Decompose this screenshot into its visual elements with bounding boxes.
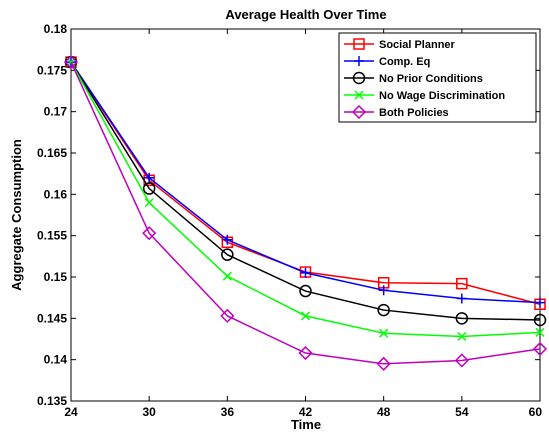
legend-marker [353, 38, 365, 50]
data-point [535, 297, 545, 308]
legend-label: No Prior Conditions [379, 73, 483, 85]
legend-marker [352, 71, 366, 85]
series-layer [63, 55, 548, 371]
y-tick-label: 0.165 [37, 146, 67, 160]
legend-item: Social Planner [344, 38, 456, 51]
legend-label: Social Planner [379, 39, 456, 51]
legend: Social Planner Comp. Eq No Prior Condition… [338, 32, 537, 123]
data-point [300, 267, 311, 278]
x-tick-label: 54 [455, 405, 469, 419]
y-tick-label: 0.155 [37, 229, 67, 243]
y-tick-label: 0.135 [37, 394, 67, 408]
y-tick-label: 0.15 [44, 270, 68, 284]
data-point [535, 327, 545, 337]
legend-label: Both Policies [379, 107, 449, 119]
data-point [220, 308, 235, 323]
legend-item: No Wage Discrimination [344, 90, 505, 102]
x-tick-label: 60 [529, 405, 543, 419]
x-axis-label: Time [291, 417, 321, 432]
data-point [456, 293, 467, 304]
data-point [63, 55, 79, 70]
data-point [222, 234, 233, 245]
y-tick-label: 0.14 [44, 353, 68, 367]
x-axis: 24 30 36 42 48 54 60 [64, 29, 542, 419]
legend-marker [354, 56, 364, 66]
data-point [221, 248, 234, 261]
x-tick-label: 48 [377, 405, 391, 419]
legend-label: Comp. Eq [379, 56, 430, 68]
data-point [379, 328, 389, 338]
data-point [378, 285, 389, 296]
series-both-policies [63, 55, 548, 371]
y-tick-label: 0.17 [44, 105, 68, 119]
legend-item: No Prior Conditions [344, 71, 483, 85]
data-point [299, 284, 312, 298]
data-point [455, 312, 469, 325]
data-point [457, 331, 467, 342]
y-tick-label: 0.16 [44, 187, 68, 201]
data-point [144, 198, 154, 208]
x-tick-label: 24 [64, 405, 78, 419]
chart-title: Average Health Over Time [225, 7, 386, 22]
y-tick-label: 0.18 [44, 22, 68, 36]
x-tick-label: 36 [221, 405, 235, 419]
data-point [533, 313, 547, 327]
y-axis-label: Aggregate Consumption [9, 139, 24, 291]
legend-marker [351, 104, 367, 120]
data-point [456, 277, 468, 290]
data-point [144, 172, 155, 183]
data-point [142, 182, 156, 195]
data-point [377, 303, 390, 317]
x-tick-label: 30 [142, 405, 156, 419]
series-line [70, 61, 541, 365]
legend-item: Both Policies [344, 104, 449, 120]
data-point [298, 345, 313, 361]
y-axis: 0.135 0.14 0.145 0.15 0.155 0.16 0.165 0.17 0.17… [37, 22, 540, 408]
y-tick-label: 0.175 [37, 63, 67, 77]
data-point [142, 226, 157, 241]
data-point [454, 353, 469, 368]
series-comp-eq [66, 57, 545, 308]
legend-item: Comp. Eq [344, 56, 430, 68]
y-tick-label: 0.145 [37, 311, 67, 325]
data-point [222, 271, 232, 281]
data-point [300, 311, 311, 321]
legend-marker [354, 90, 364, 100]
series-line [70, 61, 541, 321]
x-tick-label: 42 [299, 405, 313, 419]
data-point [376, 356, 391, 371]
legend-label: No Wage Discrimination [379, 90, 505, 102]
data-point [532, 341, 548, 356]
